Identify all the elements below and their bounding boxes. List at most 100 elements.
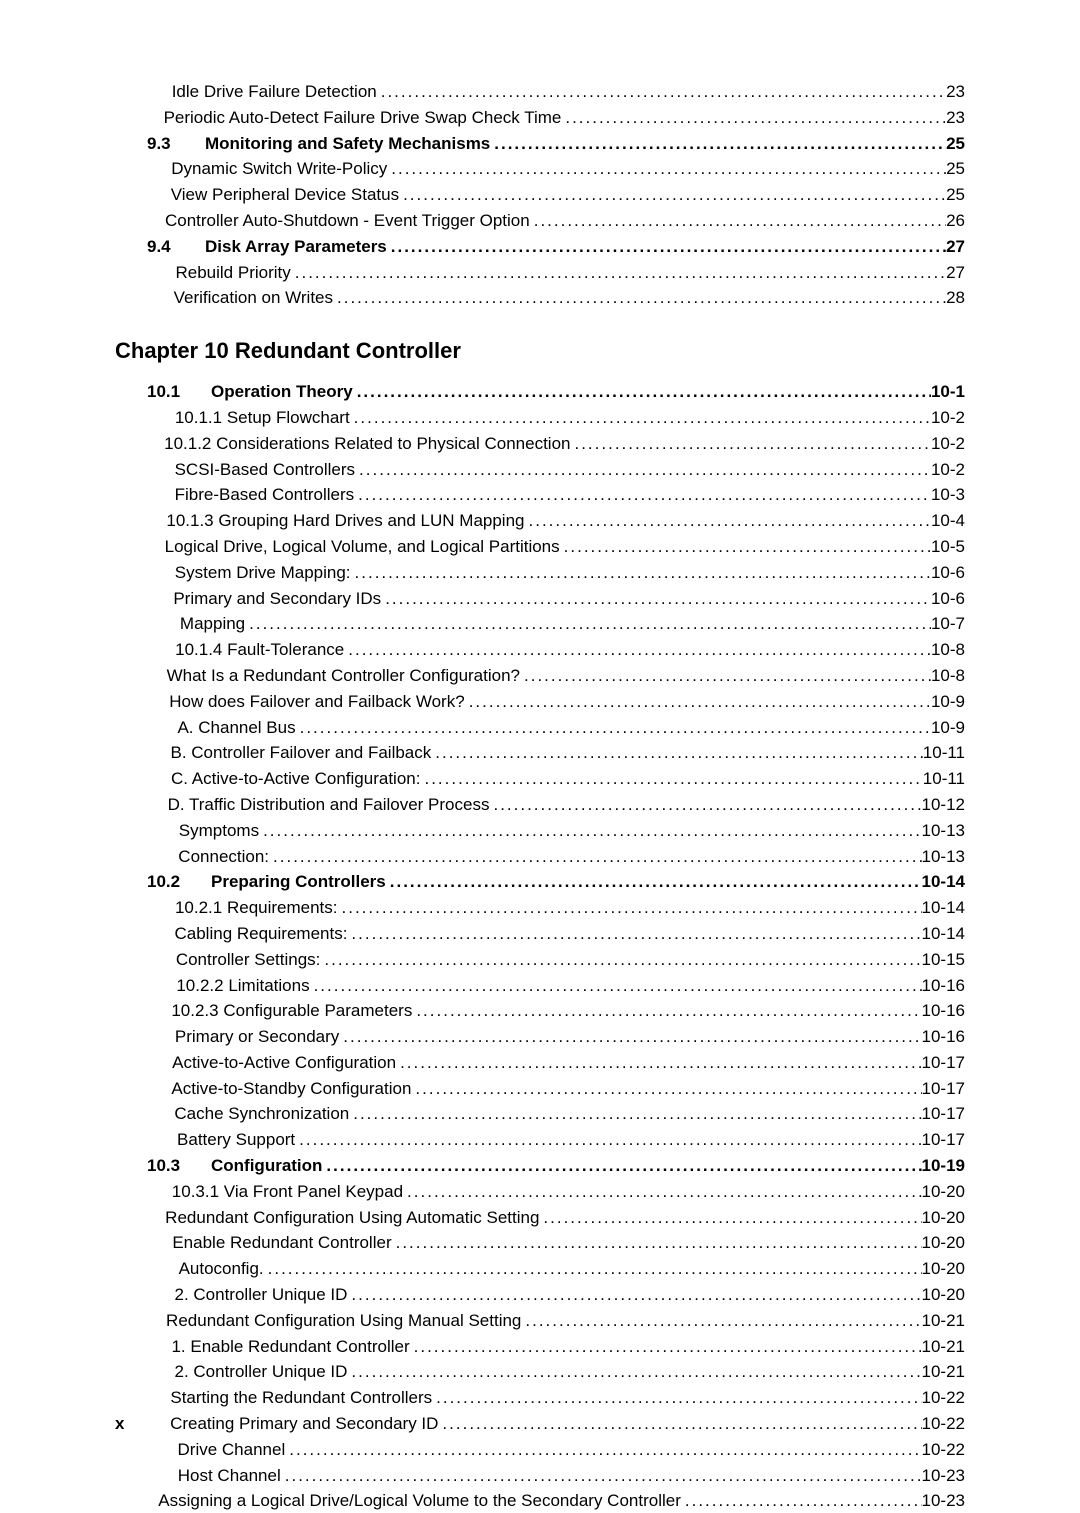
toc-page: 10-12 <box>922 793 965 817</box>
toc-dots <box>438 1412 921 1436</box>
toc-dots <box>344 638 931 662</box>
toc-page: 10-20 <box>922 1180 965 1204</box>
toc-line: Enable Redundant Controller10-20 <box>147 1231 965 1255</box>
toc-dots <box>349 1102 921 1126</box>
toc-line: 10.3Configuration 10-19 <box>147 1154 965 1178</box>
toc-dots <box>570 432 930 456</box>
toc-page: 10-21 <box>922 1309 965 1333</box>
toc-label: 10.2.3 Configurable Parameters <box>171 999 412 1023</box>
toc-line: Active-to-Active Configuration10-17 <box>147 1051 965 1075</box>
toc-dots <box>338 896 922 920</box>
toc-page: 10-17 <box>922 1128 965 1152</box>
toc-page: 10-22 <box>922 1412 965 1436</box>
toc-label: Controller Settings: <box>176 948 321 972</box>
toc-line: Symptoms 10-13 <box>147 819 965 843</box>
toc-label: Preparing Controllers <box>211 870 386 894</box>
toc-line: Primary or Secondary 10-16 <box>147 1025 965 1049</box>
toc-line: 10.1.1 Setup Flowchart10-2 <box>147 406 965 430</box>
toc-dots <box>560 535 931 559</box>
toc-line: What Is a Redundant Controller Configura… <box>147 664 965 688</box>
toc-label: 10.1.1 Setup Flowchart <box>175 406 350 430</box>
toc-line: Starting the Redundant Controllers10-22 <box>147 1386 965 1410</box>
toc-line: Verification on Writes28 <box>147 286 965 310</box>
toc-dots <box>410 1335 922 1359</box>
toc-line: 9.4Disk Array Parameters27 <box>147 235 965 259</box>
toc-dots <box>387 235 946 259</box>
toc-dots <box>296 716 931 740</box>
toc-page: 10-21 <box>922 1335 965 1359</box>
toc-page: 28 <box>946 286 965 310</box>
toc-label: Assigning a Logical Drive/Logical Volume… <box>158 1489 681 1513</box>
toc-line: Drive Channel10-22 <box>147 1438 965 1462</box>
toc-line: 2. Controller Unique ID10-21 <box>147 1360 965 1384</box>
toc-line: Redundant Configuration Using Manual Set… <box>147 1309 965 1333</box>
toc-label: 10.1.3 Grouping Hard Drives and LUN Mapp… <box>166 509 524 533</box>
toc-section-number: 9.4 <box>147 235 205 259</box>
toc-page: 10-16 <box>922 974 965 998</box>
toc-page: 25 <box>946 183 965 207</box>
toc-dots <box>353 380 931 404</box>
toc-line: Dynamic Switch Write-Policy25 <box>147 157 965 181</box>
toc-page: 10-21 <box>922 1360 965 1384</box>
toc-page: 10-22 <box>922 1438 965 1462</box>
chapter-heading: Chapter 10 Redundant Controller <box>115 338 965 364</box>
toc-page: 10-6 <box>931 561 965 585</box>
toc-dots <box>521 1309 921 1333</box>
toc-page: 10-15 <box>922 948 965 972</box>
toc-section-number: 10.3 <box>147 1154 211 1178</box>
toc-label: Configuration <box>211 1154 322 1178</box>
toc-page: 10-20 <box>922 1231 965 1255</box>
toc-line: Autoconfig.10-20 <box>147 1257 965 1281</box>
toc-label: Mapping <box>180 612 245 636</box>
toc-dots <box>269 845 921 869</box>
toc-line: 10.1.3 Grouping Hard Drives and LUN Mapp… <box>147 509 965 533</box>
toc-line: Connection:10-13 <box>147 845 965 869</box>
toc-line: 9.3Monitoring and Safety Mechanisms25 <box>147 132 965 156</box>
toc-dots <box>489 793 921 817</box>
toc-line: B. Controller Failover and Failback10-11 <box>147 741 965 765</box>
toc-page: 10-11 <box>923 741 965 765</box>
toc-line: A. Channel Bus10-9 <box>147 716 965 740</box>
toc-line: Cabling Requirements:10-14 <box>147 922 965 946</box>
toc-dots <box>387 157 946 181</box>
toc-line: 10.2.2 Limitations10-16 <box>147 974 965 998</box>
toc-page: 10-19 <box>922 1154 965 1178</box>
toc-label: Primary or Secondary <box>175 1025 339 1049</box>
toc-label: Starting the Redundant Controllers <box>170 1386 432 1410</box>
toc-page: 10-23 <box>922 1489 965 1513</box>
toc-line: 10.1.4 Fault-Tolerance10-8 <box>147 638 965 662</box>
toc-line: Rebuild Priority27 <box>147 261 965 285</box>
toc-line: Assigning a Logical Drive/Logical Volume… <box>147 1489 965 1513</box>
toc-dots <box>420 767 922 791</box>
toc-label: SCSI-Based Controllers <box>175 458 355 482</box>
toc-page: 10-20 <box>922 1257 965 1281</box>
toc-label: Monitoring and Safety Mechanisms <box>205 132 490 156</box>
toc-label: A. Channel Bus <box>177 716 295 740</box>
toc-page: 10-13 <box>922 819 965 843</box>
toc-line: How does Failover and Failback Work?10-9 <box>147 690 965 714</box>
toc-page: 10-8 <box>931 664 965 688</box>
toc-line: Controller Auto-Shutdown - Event Trigger… <box>147 209 965 233</box>
toc-dots <box>530 209 946 233</box>
toc-label: Symptoms <box>179 819 259 843</box>
toc-page: 10-16 <box>922 999 965 1023</box>
toc-dots <box>561 106 946 130</box>
toc-section-9: Idle Drive Failure Detection23Periodic A… <box>115 80 965 310</box>
toc-label: 10.1.2 Considerations Related to Physica… <box>164 432 570 456</box>
toc-line: Creating Primary and Secondary ID10-22 <box>147 1412 965 1436</box>
toc-page: 10-4 <box>931 509 965 533</box>
toc-page: 10-14 <box>922 896 965 920</box>
toc-page: 23 <box>946 106 965 130</box>
toc-line: Active-to-Standby Configuration10-17 <box>147 1077 965 1101</box>
page-footer: x <box>115 1414 124 1434</box>
toc-dots <box>412 999 921 1023</box>
toc-page: 10-20 <box>922 1283 965 1307</box>
toc-section-number: 10.1 <box>147 380 211 404</box>
toc-dots <box>339 1025 921 1049</box>
toc-line: Controller Settings: 10-15 <box>147 948 965 972</box>
toc-section-10: 10.1Operation Theory10-110.1.1 Setup Flo… <box>115 380 965 1513</box>
toc-line: 2. Controller Unique ID10-20 <box>147 1283 965 1307</box>
toc-dots <box>681 1489 922 1513</box>
toc-page: 10-16 <box>922 1025 965 1049</box>
toc-label: 1. Enable Redundant Controller <box>171 1335 409 1359</box>
